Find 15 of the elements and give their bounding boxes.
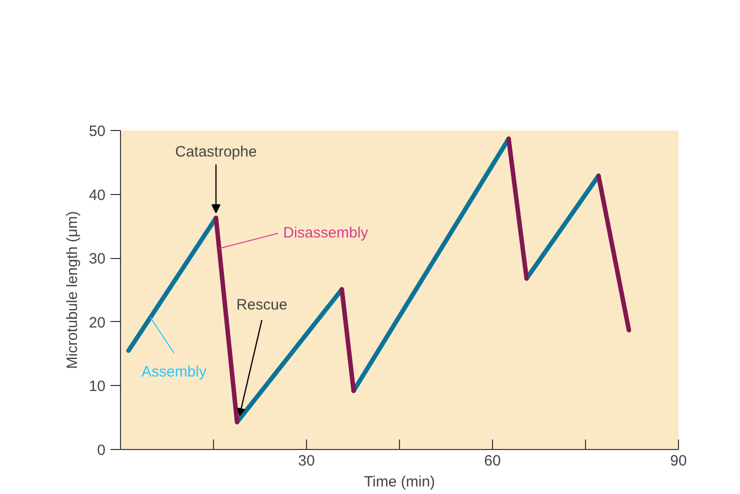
series-label: Assembly <box>141 363 207 380</box>
annotation: Rescue <box>236 296 288 314</box>
y-tick-label: 50 <box>88 123 106 140</box>
y-tick-label: 20 <box>88 314 106 332</box>
x-axis-title: Time (min) <box>364 474 436 490</box>
y-tick-label: 10 <box>88 378 106 396</box>
y-tick-label: 0 <box>97 442 106 459</box>
y-tick-label: 30 <box>88 250 106 268</box>
y-axis-title: Microtubule length (μm) <box>64 211 81 369</box>
x-tick-label: 30 <box>298 452 315 470</box>
y-tick-label: 40 <box>88 186 106 204</box>
annotation: Catastrophe <box>175 143 257 160</box>
x-tick-label: 90 <box>670 452 687 470</box>
x-tick-label: 60 <box>484 452 501 470</box>
text: Disassembly <box>283 224 369 242</box>
